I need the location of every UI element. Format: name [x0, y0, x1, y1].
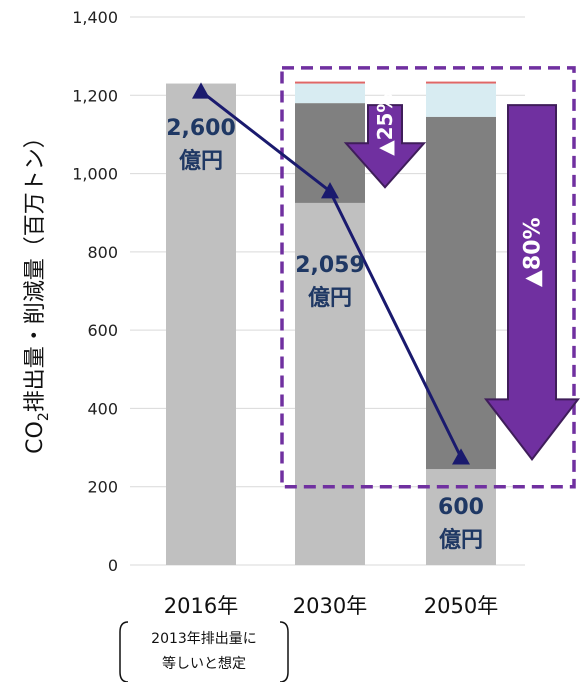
bar-segment: [295, 202, 365, 565]
reduction-arrows: ▲25% ▲80%: [343, 93, 581, 461]
note-line-1: 2013年排出量に: [151, 631, 257, 647]
y-tick-labels: 0 200 400 600 800 1,000 1,200 1,400: [72, 8, 118, 575]
arrow-80-label: ▲80%: [521, 217, 546, 287]
arrow-25-label: ▲25%: [373, 93, 397, 156]
bar-segment: [295, 81, 365, 84]
cost-label-unit: 億円: [439, 527, 483, 553]
line-point: [192, 82, 210, 99]
dashed-highlight-box: [280, 66, 576, 489]
cost-line-series: 2,600 億円 2,059 億円 600 億円: [166, 82, 484, 553]
bar-segment: [426, 83, 496, 117]
x-tick-label: 2030年: [293, 594, 367, 618]
arrow-80: [483, 104, 581, 461]
bar-segment: [166, 83, 236, 566]
y-tick-label: 0: [108, 556, 118, 575]
y-axis-label: CO2排出量・削減量（百万トン）: [23, 126, 52, 454]
dashed-box: [280, 66, 576, 489]
cost-label-unit: 億円: [179, 148, 223, 174]
x-tick-labels: 2016年 2030年 2050年: [164, 594, 498, 618]
line-point: [452, 448, 470, 465]
cost-label-value: 600: [438, 495, 484, 520]
y-tick-label: 1,400: [72, 8, 118, 27]
y-tick-label: 400: [87, 399, 118, 418]
y-tick-label: 200: [87, 478, 118, 497]
y-axis-title: CO2排出量・削減量（百万トン）: [23, 126, 52, 454]
note-line-2: 等しいと想定: [162, 655, 246, 672]
note-bracket-left: [119, 621, 129, 682]
x-tick-label: 2050年: [424, 594, 498, 618]
cost-label-unit: 億円: [308, 285, 352, 311]
y-tick-label: 600: [87, 321, 118, 340]
cost-label-value: 2,059: [295, 253, 365, 278]
bar-segment: [295, 83, 365, 104]
y-tick-label: 1,200: [72, 86, 118, 105]
y-tick-label: 1,000: [72, 165, 118, 184]
note-bracket-right: [279, 621, 289, 682]
bar-segment: [426, 116, 496, 470]
line-point: [321, 182, 339, 199]
y-tick-label: 800: [87, 243, 118, 262]
bar-segment: [426, 81, 496, 84]
arrow-25: [343, 104, 427, 189]
cost-label-value: 2,600: [166, 116, 236, 141]
x-tick-label: 2016年: [164, 594, 238, 618]
